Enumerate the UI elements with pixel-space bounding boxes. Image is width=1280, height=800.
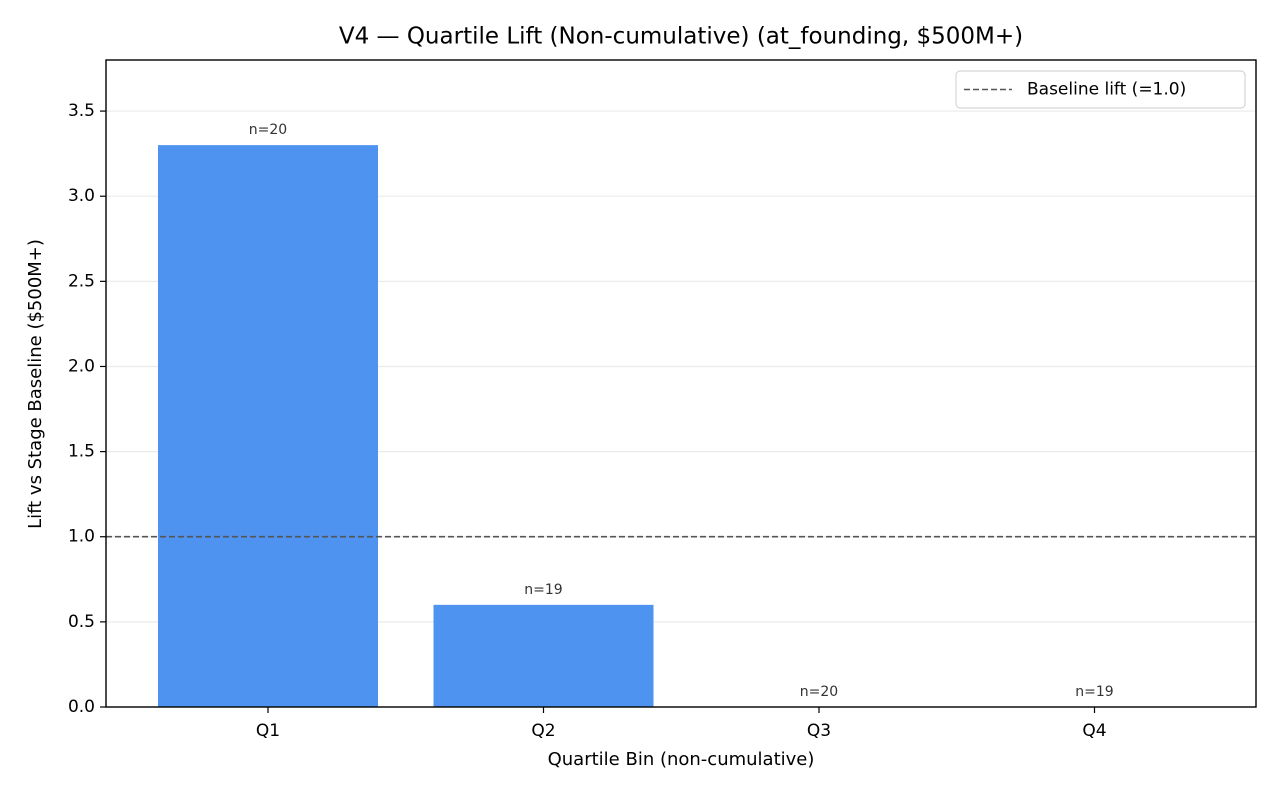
x-tick-label: Q3 <box>807 721 831 741</box>
chart-title: V4 — Quartile Lift (Non-cumulative) (at_… <box>339 24 1023 50</box>
bar <box>158 145 378 707</box>
x-tick-label: Q2 <box>531 721 555 741</box>
legend-box <box>955 70 1246 109</box>
bar-label: n=20 <box>249 122 287 138</box>
y-tick-label: 2.5 <box>68 271 95 291</box>
x-tick-label: Q1 <box>256 721 280 741</box>
y-tick-label: 1.0 <box>68 527 95 547</box>
axes-frame <box>105 59 1257 708</box>
x-tick-label: Q4 <box>1082 721 1106 741</box>
y-tick-label: 1.5 <box>68 442 95 462</box>
bar-label: n=19 <box>524 582 562 598</box>
x-axis-label: Quartile Bin (non-cumulative) <box>548 749 815 770</box>
y-axis-label: Lift vs Stage Baseline ($500M+) <box>25 239 46 529</box>
bar <box>433 604 654 707</box>
y-tick-label: 2.0 <box>68 356 95 376</box>
bar-label: n=19 <box>1075 684 1113 700</box>
bar-label: n=20 <box>800 684 838 700</box>
legend-label: Baseline lift (=1.0) <box>1027 80 1186 100</box>
y-tick-label: 3.5 <box>68 101 95 121</box>
y-tick-label: 0.0 <box>68 697 95 717</box>
y-tick-label: 0.5 <box>68 612 95 632</box>
y-tick-label: 3.0 <box>68 186 95 206</box>
